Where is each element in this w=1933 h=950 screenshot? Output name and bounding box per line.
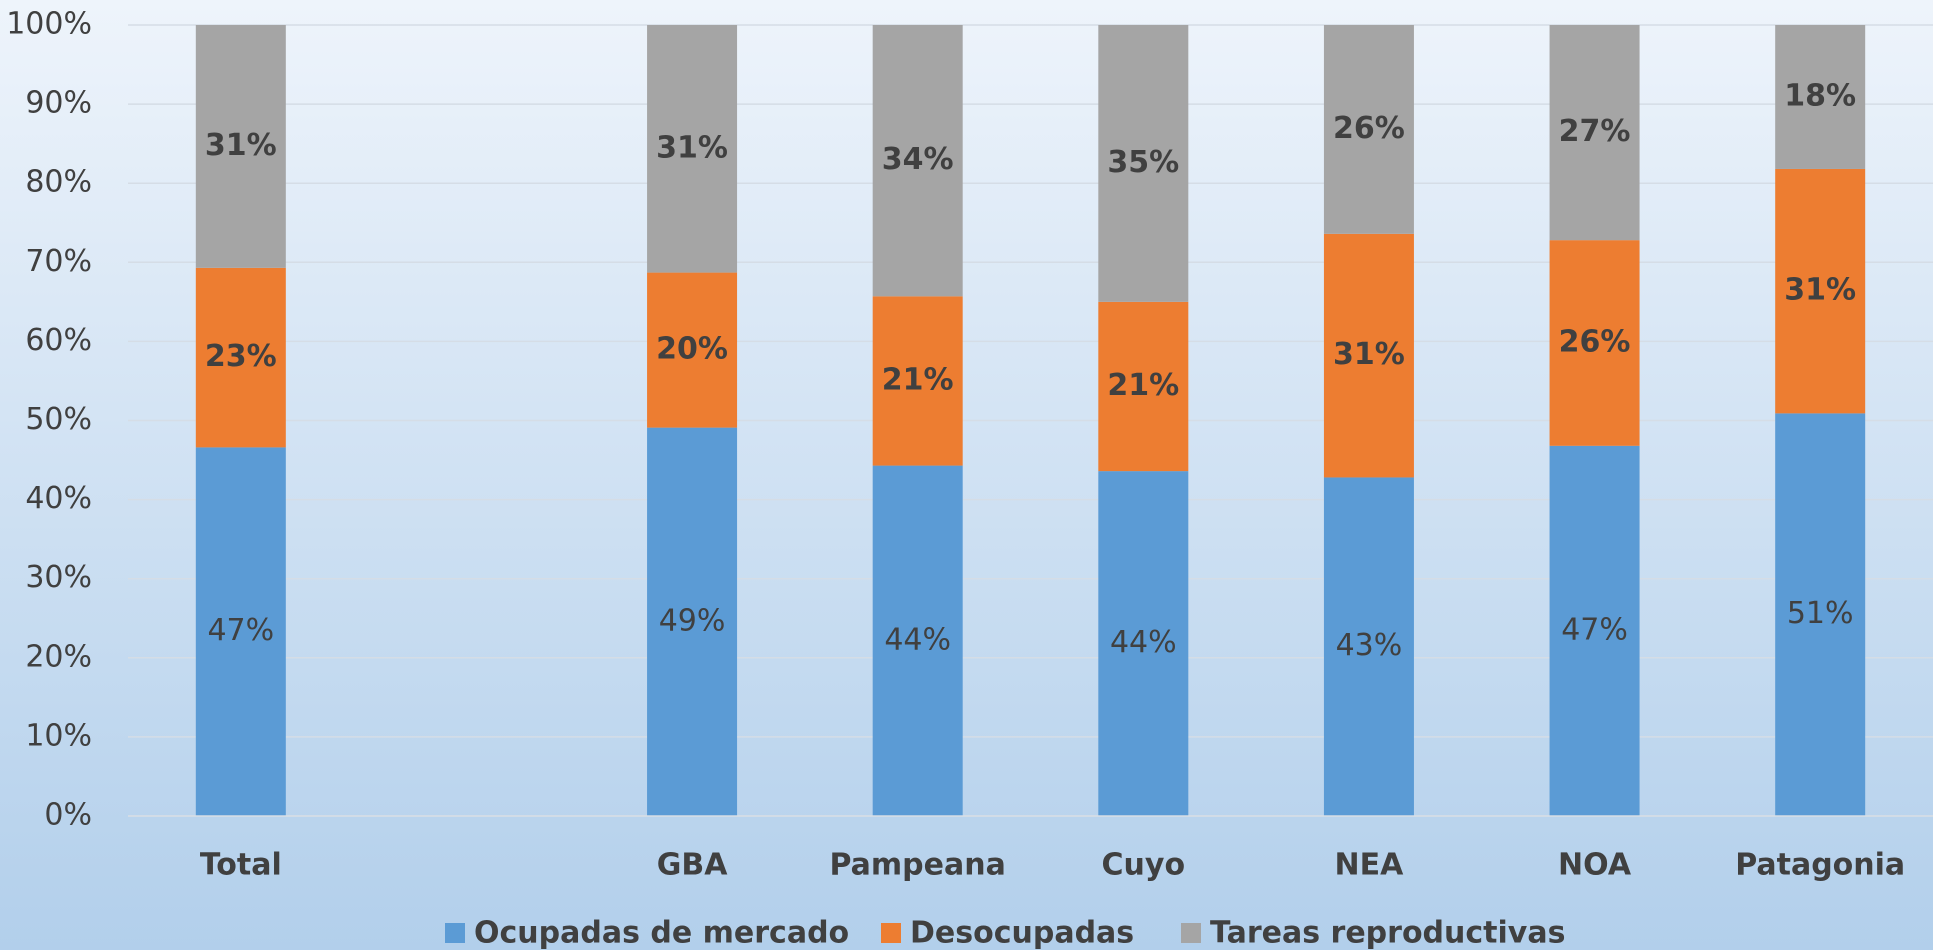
y-tick-label: 30% (25, 560, 92, 595)
legend-label: Desocupadas (910, 916, 1134, 950)
x-tick-label: Pampeana (830, 848, 1006, 883)
data-label: 26% (1333, 111, 1405, 146)
bar-segment (195, 267, 286, 448)
x-tick-label: Cuyo (1102, 848, 1186, 883)
bar-segment (1098, 301, 1189, 472)
bar-segment (1775, 168, 1866, 414)
y-tick-label: 70% (25, 244, 92, 279)
y-tick-label: 50% (25, 402, 92, 437)
bar-segment (1098, 25, 1189, 302)
bar-segment (872, 296, 963, 466)
x-tick-label: Total (200, 848, 282, 883)
data-label: 47% (1561, 612, 1628, 647)
data-label: 31% (205, 128, 277, 163)
data-label: 21% (1107, 368, 1179, 403)
legend-label: Tareas reproductivas (1210, 916, 1565, 950)
y-tick-label: 40% (25, 481, 92, 516)
data-label: 51% (1787, 596, 1854, 631)
bar-segment (1098, 471, 1189, 816)
bar-segment (872, 465, 963, 816)
data-label: 47% (207, 613, 274, 648)
data-label: 31% (656, 130, 728, 165)
data-label: 18% (1784, 78, 1856, 113)
x-tick-label: GBA (657, 848, 728, 883)
bar-segment (1775, 413, 1866, 816)
x-tick-label: Patagonia (1735, 848, 1905, 883)
y-tick-label: 20% (25, 639, 92, 674)
y-tick-label: 90% (25, 86, 92, 121)
bar-segment (195, 447, 286, 816)
data-label: 31% (1333, 337, 1405, 372)
data-label: 27% (1559, 114, 1631, 149)
bar-segment (1323, 25, 1414, 234)
data-label: 31% (1784, 273, 1856, 308)
bar-segment (1549, 445, 1640, 816)
bar-segment (1323, 233, 1414, 478)
x-tick-label: NOA (1558, 848, 1632, 883)
bar-segment (1323, 477, 1414, 816)
bar-segment (647, 427, 738, 816)
data-label: 44% (884, 622, 951, 657)
y-tick-label: 0% (44, 798, 92, 833)
data-label: 23% (205, 339, 277, 374)
data-label: 21% (882, 362, 954, 397)
data-label: 34% (882, 142, 954, 177)
y-tick-label: 10% (25, 718, 92, 753)
bar-segment (195, 25, 286, 268)
data-label: 26% (1559, 324, 1631, 359)
bar-segment (647, 25, 738, 273)
y-tick-label: 60% (25, 323, 92, 358)
data-label: 35% (1107, 145, 1179, 180)
bar-segment (1549, 25, 1640, 241)
legend-swatch (1181, 923, 1201, 943)
data-label: 44% (1110, 625, 1177, 660)
bar-segment (872, 25, 963, 297)
legend-swatch (445, 923, 465, 943)
x-tick-label: NEA (1335, 848, 1405, 883)
data-label: 43% (1336, 628, 1403, 663)
bar-segment (1549, 240, 1640, 446)
legend-label: Ocupadas de mercado (474, 916, 849, 950)
y-tick-label: 100% (6, 7, 92, 42)
bar-segment (647, 272, 738, 428)
y-tick-label: 80% (25, 165, 92, 200)
data-label: 49% (659, 603, 726, 638)
legend-swatch (881, 923, 901, 943)
data-label: 20% (656, 332, 728, 367)
bar-segment (1775, 25, 1866, 169)
